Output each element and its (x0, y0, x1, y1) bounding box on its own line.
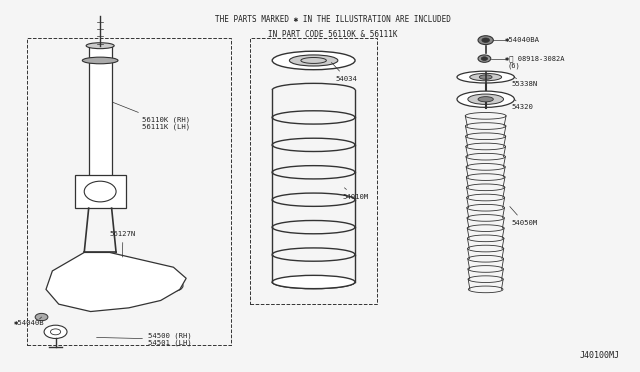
Text: IN PART CODE 56110K & 56111K: IN PART CODE 56110K & 56111K (268, 30, 397, 39)
Text: ✱Ⓝ 08918-3082A: ✱Ⓝ 08918-3082A (505, 55, 564, 62)
Circle shape (54, 286, 77, 300)
Text: 55338N: 55338N (511, 77, 538, 87)
Bar (75, 175, 125, 208)
Text: 54034: 54034 (332, 62, 358, 82)
Ellipse shape (272, 51, 355, 70)
Text: J40100MJ: J40100MJ (579, 350, 620, 359)
Bar (27, 38, 231, 345)
Circle shape (44, 325, 67, 339)
Text: 54010M: 54010M (342, 188, 369, 200)
Text: 54500 (RH)
54501 (LH): 54500 (RH) 54501 (LH) (97, 332, 192, 346)
Ellipse shape (86, 43, 114, 49)
Text: 56110K (RH)
56111K (LH): 56110K (RH) 56111K (LH) (112, 102, 189, 130)
Circle shape (478, 36, 493, 45)
Circle shape (482, 38, 490, 42)
Circle shape (169, 283, 178, 288)
Ellipse shape (83, 57, 118, 64)
Ellipse shape (457, 71, 515, 83)
Circle shape (60, 290, 71, 296)
Circle shape (164, 280, 183, 291)
Text: THE PARTS MARKED ✱ IN THE ILLUSTRATION ARE INCLUDED: THE PARTS MARKED ✱ IN THE ILLUSTRATION A… (215, 15, 451, 24)
Ellipse shape (457, 91, 515, 108)
Text: ✱54040BA: ✱54040BA (505, 37, 540, 43)
Circle shape (481, 57, 488, 61)
Circle shape (35, 313, 48, 321)
Bar (250, 38, 378, 304)
Text: 54050M: 54050M (510, 206, 538, 226)
Ellipse shape (468, 94, 504, 105)
Circle shape (478, 55, 491, 62)
Text: 54320: 54320 (511, 99, 533, 110)
Ellipse shape (289, 55, 338, 66)
Bar (89, 46, 111, 179)
Ellipse shape (272, 275, 355, 289)
Polygon shape (46, 253, 186, 311)
Ellipse shape (84, 181, 116, 202)
Ellipse shape (470, 73, 502, 81)
Ellipse shape (478, 97, 493, 102)
Text: 56127N: 56127N (109, 231, 136, 257)
Ellipse shape (479, 75, 492, 79)
Text: (6): (6) (508, 63, 521, 69)
Text: ✱54040B: ✱54040B (14, 320, 45, 326)
